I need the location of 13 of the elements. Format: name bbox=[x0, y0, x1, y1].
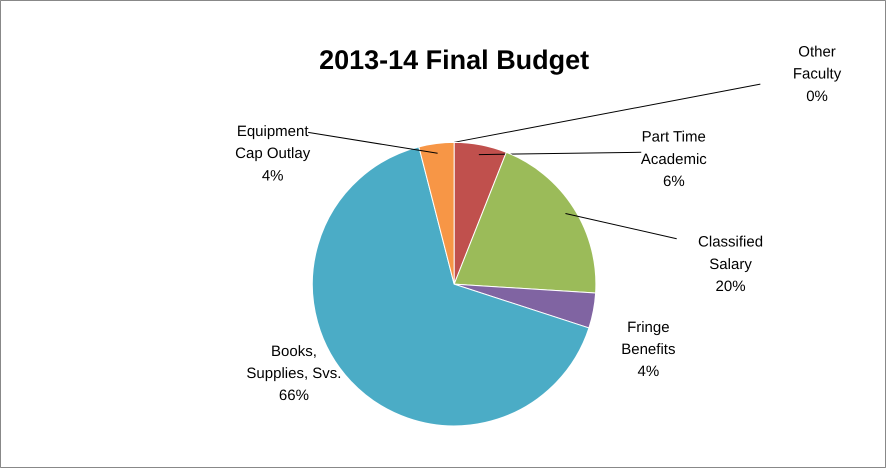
data-label: 4% bbox=[638, 362, 660, 380]
slice-label: Books, Supplies, Svs. bbox=[246, 342, 342, 382]
slice-label: Fringe Benefits bbox=[621, 318, 676, 358]
data-label: 20% bbox=[716, 278, 746, 295]
text: 0% bbox=[806, 88, 828, 105]
data-label: 66% bbox=[278, 387, 309, 404]
data-label: 6% bbox=[663, 172, 685, 190]
data-label: 4% bbox=[262, 167, 284, 184]
slice-label: Classified Salary bbox=[698, 234, 764, 273]
slice-label: Equipment Cap Outlay bbox=[235, 123, 311, 162]
chart-title: 2013-14 Final Budget bbox=[319, 45, 590, 76]
slice-label: Part Time Academic bbox=[640, 128, 708, 168]
category-label: Other Faculty bbox=[792, 44, 842, 83]
